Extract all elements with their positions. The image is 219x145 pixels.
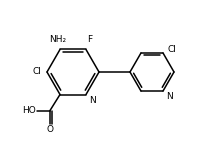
Text: O: O <box>46 125 53 134</box>
Text: N: N <box>166 92 173 101</box>
Text: N: N <box>89 96 96 105</box>
Text: Cl: Cl <box>168 45 177 54</box>
Text: Cl: Cl <box>32 68 41 77</box>
Text: F: F <box>87 36 93 45</box>
Text: NH₂: NH₂ <box>49 36 67 45</box>
Text: HO: HO <box>22 106 36 115</box>
